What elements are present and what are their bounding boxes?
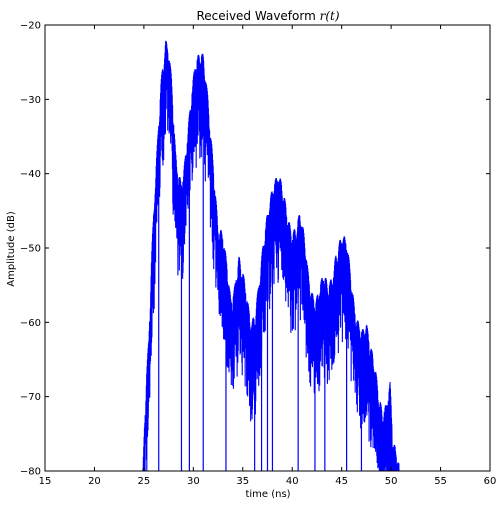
y-tick-label: −50 [20,244,41,255]
x-tick-label: 55 [434,476,447,487]
x-tick-label: 60 [484,476,497,487]
y-tick-label: −60 [20,318,41,329]
y-axis-label: Amplitude (dB) [6,211,17,287]
y-tick-label: −80 [20,467,41,478]
x-tick-label: 40 [286,476,299,487]
x-tick-label: 30 [187,476,200,487]
x-tick-label: 45 [335,476,348,487]
x-tick-label: 20 [88,476,101,487]
axis-ticks: 15 20 25 30 35 40 45 50 55 60 −20 −30 −40 −50 −60 −70 −8… [20,21,496,488]
x-axis-label: time (ns) [245,489,290,500]
y-tick-label: −20 [20,21,41,32]
waveform-series-line [142,40,400,471]
chart-title-math: r(t) [320,9,340,23]
y-tick-label: −70 [20,392,41,403]
chart-title: Received Waveform r(t) [196,9,339,23]
x-tick-label: 25 [138,476,151,487]
x-tick-label: 35 [236,476,249,487]
y-tick-label: −30 [20,95,41,106]
chart-title-text: Received Waveform [196,9,315,23]
x-tick-label: 50 [385,476,398,487]
x-tick-label: 15 [39,476,52,487]
y-tick-label: −40 [20,169,41,180]
